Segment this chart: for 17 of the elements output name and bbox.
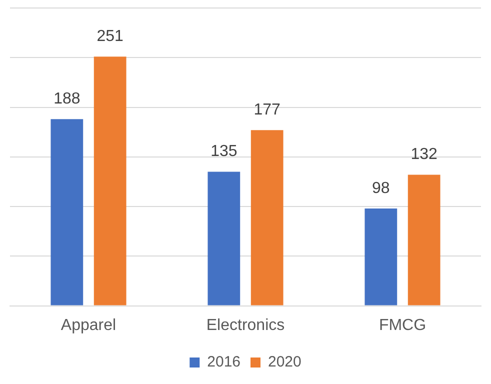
- data-label: 177: [254, 102, 281, 119]
- data-label: 135: [210, 143, 238, 160]
- data-label: 188: [54, 90, 80, 108]
- data-label: 98: [372, 180, 390, 197]
- x-tick-label: Apparel: [60, 316, 116, 334]
- data-label: 132: [410, 146, 438, 164]
- bar: [208, 172, 240, 306]
- bar: [250, 130, 284, 306]
- legend-label: 2020: [268, 354, 302, 371]
- data-label: 251: [96, 28, 124, 46]
- x-tick-label: FMCG: [378, 316, 426, 334]
- bar: [94, 56, 126, 306]
- legend-label: 2016: [207, 354, 241, 371]
- bar: [408, 174, 440, 306]
- bar: [50, 119, 84, 306]
- x-tick-label: Electronics: [206, 316, 285, 334]
- bar: [364, 208, 398, 306]
